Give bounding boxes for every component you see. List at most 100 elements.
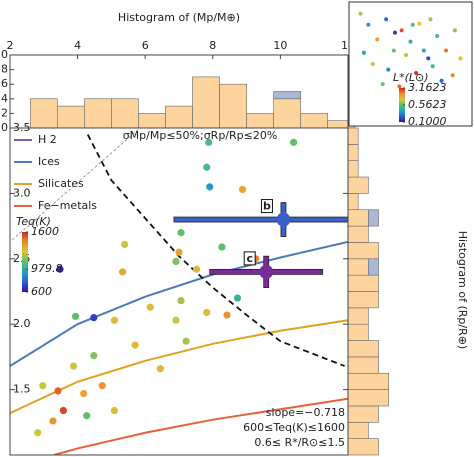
- planet-point: [59, 406, 68, 415]
- planet-label: c: [246, 252, 253, 265]
- planet-point: [54, 387, 62, 395]
- y-tick-label: 8: [1, 63, 8, 76]
- x-tick-label: 8: [209, 39, 216, 52]
- annotation: slope=−0.718: [266, 406, 345, 419]
- histogram-bar: [29, 98, 58, 129]
- inset-point: [384, 17, 389, 22]
- planet-point: [39, 382, 47, 390]
- threshold-line: [11, 128, 141, 241]
- inset: L*(L⊙) 0.1000 0.5623 3.1623: [348, 1, 473, 128]
- histogram-bar: [347, 160, 359, 178]
- planet-point: [182, 337, 190, 345]
- inset-point: [380, 82, 385, 87]
- colorbar-tick-label: 0.5623: [408, 98, 447, 111]
- planet-point: [177, 297, 185, 305]
- inset-point: [375, 37, 380, 42]
- annotation: σMp/Mp≤50%;σRp/Rp≤20%: [123, 129, 278, 142]
- histogram-bar: [347, 291, 379, 309]
- target-planet: [259, 264, 274, 279]
- planet-point: [56, 265, 64, 273]
- inset-point: [397, 84, 402, 89]
- inset-point: [417, 21, 422, 26]
- colorbar-tick-label: 1600: [31, 225, 59, 238]
- colorbar-tick-label: 3.1623: [408, 81, 447, 94]
- colorbar-tick-label: 979.8: [31, 262, 63, 275]
- planet-point: [98, 382, 106, 390]
- histogram-bar: [300, 113, 329, 129]
- planet-point: [223, 311, 231, 319]
- annotation: 600≤Teq(K)≤1600: [243, 421, 345, 434]
- planet-point: [233, 294, 242, 302]
- inset-point: [430, 64, 435, 69]
- histogram-bar: [219, 83, 247, 129]
- histogram-bar: [347, 258, 369, 276]
- planet-point: [80, 389, 88, 398]
- histogram-bar: [347, 242, 379, 260]
- inset-bg: [348, 1, 473, 127]
- planet-point: [203, 163, 211, 171]
- y-tick-label: 2: [1, 106, 8, 119]
- colorbar-tick-label: 0.1000: [408, 115, 447, 128]
- planet-point: [118, 268, 127, 276]
- planet-point: [131, 341, 139, 349]
- legend-label: H 2: [38, 133, 57, 146]
- colorbar-title: L*(L⊙): [393, 71, 429, 84]
- histogram-bar: [347, 340, 379, 358]
- planet-point: [175, 248, 183, 256]
- model-curve: [53, 397, 348, 455]
- histogram-bar: [165, 105, 193, 129]
- planet-label: b: [263, 200, 271, 213]
- colorbar: [399, 88, 405, 122]
- x-tick-label: 10: [273, 39, 287, 52]
- histogram-bar: [84, 98, 112, 129]
- planet-point: [146, 303, 154, 311]
- histogram-bar: [347, 225, 369, 243]
- model-curve: [10, 319, 348, 415]
- planet-point: [90, 351, 98, 360]
- planet-point: [71, 312, 80, 320]
- top-histogram: Histogram of (Mp/M⊕)246810120246810: [0, 11, 356, 134]
- inset-point: [450, 73, 455, 78]
- histogram-bar: [347, 421, 369, 439]
- planet-label-box: [260, 199, 273, 214]
- histogram-bar: [347, 323, 369, 341]
- planet-point: [49, 417, 57, 425]
- inset-point: [444, 48, 449, 53]
- inset-point: [452, 28, 457, 33]
- planet-point: [172, 316, 180, 324]
- histogram-bar: [347, 438, 379, 456]
- histogram-bar: [347, 307, 369, 325]
- histogram-bar: [246, 113, 274, 129]
- histogram-bar: [347, 144, 359, 162]
- x-tick-label: 4: [74, 39, 81, 52]
- target-planet: [276, 212, 291, 227]
- inset-point: [366, 22, 371, 27]
- histogram-bar: [57, 105, 85, 129]
- colorbar-tick-label: 600: [31, 285, 52, 298]
- inset-point: [386, 67, 391, 72]
- inset-point: [358, 11, 363, 16]
- inset-point: [428, 17, 433, 22]
- histogram-bar: [347, 389, 389, 407]
- planet-point: [156, 365, 165, 373]
- histogram-bar: [347, 176, 369, 194]
- histogram-bar: [273, 98, 301, 129]
- inset-point: [392, 30, 397, 35]
- y-tick-label: 1.5: [13, 383, 31, 396]
- planet-point: [206, 183, 214, 191]
- right-histogram: Histogram of (Rp/R⊕): [347, 127, 469, 456]
- inset-point: [361, 50, 366, 55]
- planet-point: [172, 257, 180, 266]
- y-tick-label: 2.0: [13, 317, 31, 330]
- inset-point: [410, 22, 415, 27]
- inset-point: [439, 78, 444, 83]
- histogram-bar: [368, 258, 379, 276]
- inset-point: [399, 28, 404, 33]
- histogram-bar: [347, 372, 389, 390]
- main-panel: 1.52.02.53.03.5H 2IcesSilicatesFe−metals…: [9, 121, 349, 456]
- colorbar-title: Teq(K): [16, 215, 51, 228]
- legend-label: Fe−metals: [38, 199, 97, 212]
- y-tick-label: 6: [1, 77, 8, 90]
- histogram-bar: [347, 193, 359, 211]
- inset-point: [391, 48, 396, 53]
